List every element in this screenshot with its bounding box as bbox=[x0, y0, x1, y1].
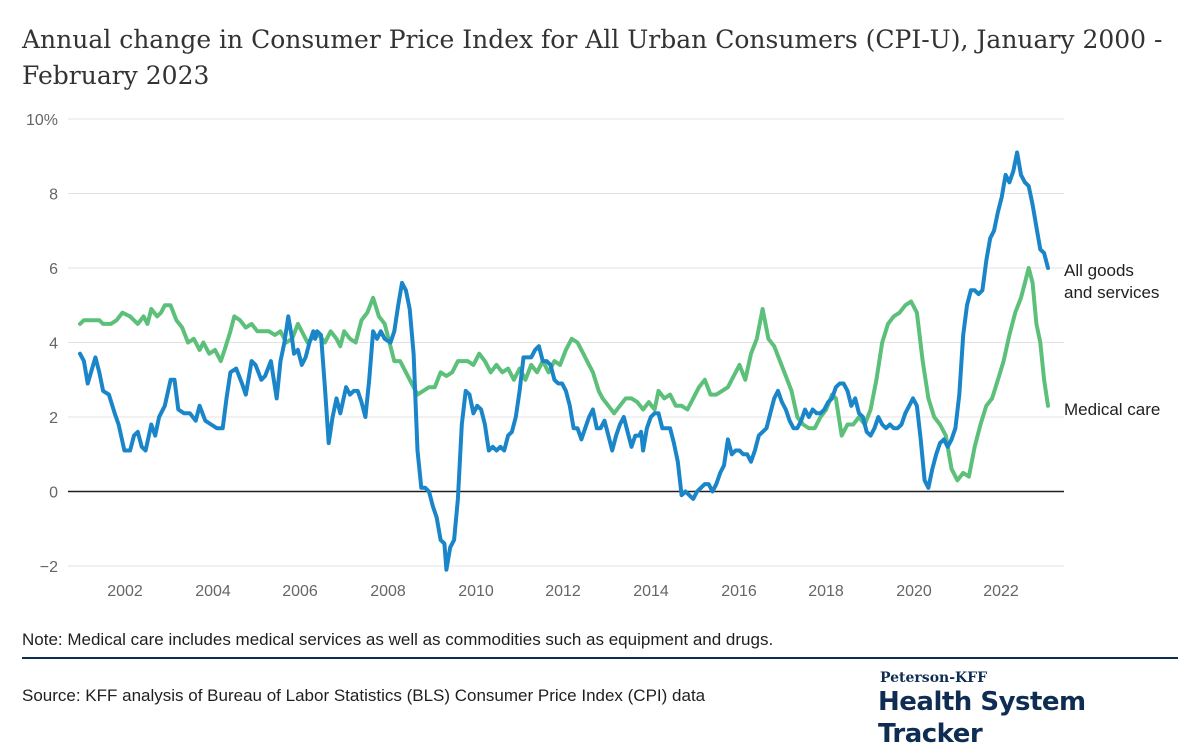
y-tick-label: 8 bbox=[49, 187, 58, 204]
y-tick-label: 6 bbox=[49, 261, 58, 278]
x-tick-label: 2004 bbox=[195, 583, 231, 600]
brand-logo: Peterson-KFF Health System Tracker bbox=[878, 670, 1178, 750]
y-tick-label: 0 bbox=[49, 485, 58, 502]
series-lines bbox=[78, 150, 1050, 572]
x-tick-label: 2014 bbox=[633, 583, 669, 600]
x-tick-label: 2008 bbox=[370, 583, 406, 600]
chart-source: Source: KFF analysis of Bureau of Labor … bbox=[22, 686, 706, 705]
y-tick-label: 10% bbox=[26, 112, 58, 129]
chart-title: Annual change in Consumer Price Index fo… bbox=[22, 25, 1163, 90]
brand-large-text: Health System Tracker bbox=[878, 687, 1086, 749]
y-tick-label: 2 bbox=[49, 410, 58, 427]
x-tick-label: 2016 bbox=[721, 583, 757, 600]
series-line-all-goods bbox=[78, 150, 1050, 572]
footer-divider bbox=[22, 657, 1178, 659]
series-line-medical-care bbox=[78, 266, 1050, 483]
x-tick-label: 2002 bbox=[107, 583, 143, 600]
brand-small-text: Peterson-KFF bbox=[880, 670, 988, 686]
y-tick-label: −2 bbox=[40, 559, 58, 576]
series-label-line: and services bbox=[1064, 283, 1159, 302]
series-label-all-goods: All goods and services bbox=[1064, 261, 1159, 302]
x-tick-label: 2006 bbox=[282, 583, 318, 600]
y-axis-tick-labels: −2 0 2 4 6 8 10% bbox=[26, 112, 58, 576]
series-label-line: All goods bbox=[1064, 261, 1134, 280]
grid-lines bbox=[68, 118, 1064, 567]
x-axis-tick-labels: 2002 2004 2006 2008 2010 2012 2014 2016 2018 2020… bbox=[107, 583, 1019, 600]
x-tick-label: 2018 bbox=[808, 583, 844, 600]
x-tick-label: 2012 bbox=[545, 583, 581, 600]
x-tick-label: 2022 bbox=[983, 583, 1019, 600]
y-tick-label: 4 bbox=[49, 336, 58, 353]
x-tick-label: 2010 bbox=[458, 583, 494, 600]
x-tick-label: 2020 bbox=[896, 583, 932, 600]
series-label-medical-care: Medical care bbox=[1064, 400, 1160, 419]
chart-note: Note: Medical care includes medical serv… bbox=[22, 630, 774, 649]
series-labels: All goods and services Medical care bbox=[1064, 261, 1160, 419]
